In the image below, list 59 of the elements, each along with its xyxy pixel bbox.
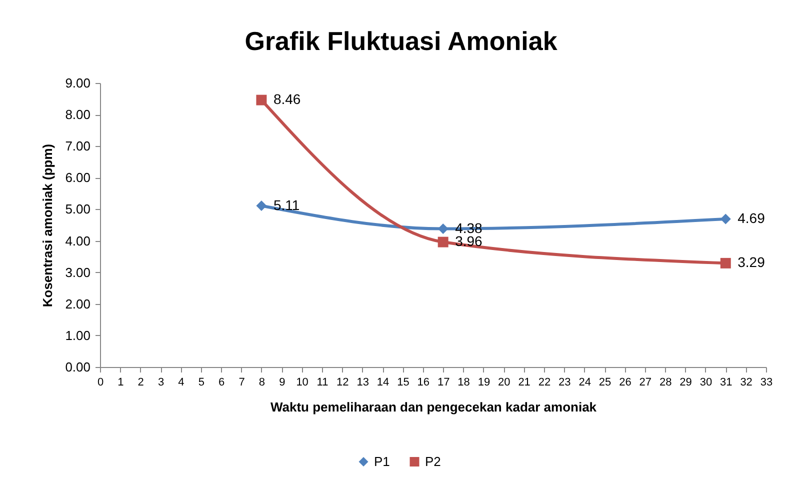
x-tick-label: 10 (296, 376, 308, 388)
x-tick-label: 21 (518, 376, 530, 388)
x-tick-label: 9 (279, 376, 286, 388)
data-label: 3.29 (738, 254, 766, 270)
y-tick-label: 2.00 (65, 296, 90, 312)
y-tick-label: 8.00 (65, 107, 90, 122)
x-tick-label: 14 (376, 376, 390, 388)
point (256, 200, 267, 211)
x-tick-label: 33 (760, 376, 773, 388)
data-label: 5.11 (273, 196, 300, 213)
y-axis-title: Kosentrasi amoniak (ppm) (40, 144, 56, 308)
x-tick-label: 0 (97, 376, 104, 388)
x-tick-label: 25 (598, 376, 612, 388)
x-tick-label: 12 (336, 376, 349, 388)
x-tick-label: 15 (397, 376, 410, 388)
x-tick-label: 27 (639, 376, 652, 388)
x-tick-label: 24 (578, 376, 591, 388)
x-tick-label: 22 (538, 376, 551, 388)
x-tick-label: 32 (740, 376, 752, 388)
point (438, 224, 448, 234)
x-tick-label: 19 (478, 376, 490, 388)
x-tick-label: 6 (218, 376, 225, 388)
point (256, 94, 267, 106)
y-tick-label: 1.00 (65, 328, 90, 343)
x-tick-label: 26 (619, 376, 632, 388)
y-tick-label: 0.00 (65, 360, 90, 374)
x-tick-label: 5 (198, 376, 204, 388)
point (720, 258, 731, 268)
x-tick-label: 30 (700, 376, 712, 388)
x-tick-label: 7 (238, 376, 245, 388)
legend-label: P1 (374, 454, 390, 469)
x-tick-label: 20 (498, 376, 510, 388)
point (438, 236, 448, 248)
data-label: 4.69 (738, 210, 766, 226)
legend-label: P2 (425, 454, 441, 469)
y-tick-label: 4.00 (65, 233, 90, 248)
x-tick-label: 4 (178, 376, 184, 388)
y-tick-label: 7.00 (65, 138, 90, 154)
x-tick-label: 13 (356, 376, 369, 388)
y-tick-label: 6.00 (65, 170, 90, 186)
y-tick-label: 3.00 (65, 264, 90, 280)
data-label: 8.46 (273, 91, 301, 108)
x-tick-label: 1 (118, 376, 124, 388)
x-tick-label: 31 (720, 376, 732, 388)
y-tick-label: 9.00 (65, 76, 90, 90)
x-tick-label: 29 (680, 376, 692, 388)
x-axis-title: Waktu pemeliharaan dan pengecekan kadar amoniak (270, 400, 598, 414)
x-tick-label: 18 (458, 376, 470, 388)
chart-title: Grafik Fluktuasi Amoniak (244, 26, 558, 56)
x-tick-label: 28 (659, 376, 672, 388)
y-tick-label: 5.00 (65, 202, 90, 217)
x-tick-label: 16 (417, 376, 430, 388)
x-tick-label: 17 (437, 376, 450, 388)
x-tick-label: 2 (138, 376, 144, 388)
x-tick-label: 8 (258, 376, 266, 388)
x-tick-label: 11 (316, 376, 328, 388)
point (720, 214, 731, 224)
x-tick-label: 3 (158, 376, 164, 388)
x-tick-label: 23 (558, 376, 571, 388)
